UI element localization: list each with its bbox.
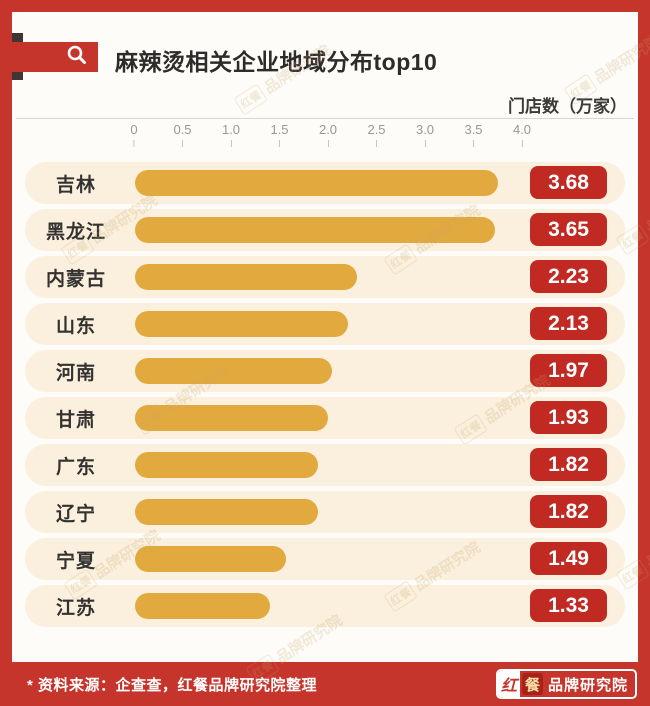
axis-unit-label: 门店数（万家） bbox=[508, 97, 627, 116]
watermark-text: 品牌研究院 bbox=[643, 182, 650, 238]
chart-title: 麻辣烫相关企业地域分布top10 bbox=[115, 49, 438, 75]
axis-line bbox=[16, 118, 634, 119]
x-axis-tick-mark bbox=[278, 140, 280, 147]
value-bar bbox=[135, 217, 495, 243]
x-axis-tick-mark bbox=[181, 140, 183, 147]
bar-row: 甘肃 1.93 bbox=[25, 397, 625, 439]
x-axis-tick-label: 3.0 bbox=[415, 122, 435, 137]
region-label: 吉林 bbox=[55, 174, 96, 196]
x-axis-tick-mark bbox=[133, 140, 135, 147]
value-badge: 1.97 bbox=[530, 354, 607, 387]
region-label: 黑龙江 bbox=[45, 221, 106, 243]
bar-row: 宁夏 1.49 bbox=[25, 538, 625, 580]
value-badge: 3.65 bbox=[530, 213, 607, 246]
magnifier-icon bbox=[65, 43, 89, 72]
region-label: 江苏 bbox=[55, 597, 96, 619]
bar-row: 山东 2.13 bbox=[25, 303, 625, 345]
chart-card: 麻辣烫相关企业地域分布top10 门店数（万家） 0 0.5 1.0 1.5 2.0 2.… bbox=[12, 12, 650, 686]
x-axis-tick-mark bbox=[230, 140, 232, 147]
watermark-text: 品牌研究院 bbox=[643, 517, 650, 573]
bar-row: 内蒙古 2.23 bbox=[25, 256, 625, 298]
x-axis-tick-label: 0 bbox=[130, 122, 138, 137]
x-axis: 0 0.5 1.0 1.5 2.0 2.5 3.0 3.5 4.0 bbox=[12, 122, 638, 162]
x-axis-tick-mark bbox=[521, 140, 523, 147]
logo-hong-char: 红 bbox=[497, 671, 520, 697]
region-label: 辽宁 bbox=[55, 503, 96, 525]
x-axis-tick-label: 2.0 bbox=[318, 122, 338, 137]
value-bar bbox=[135, 499, 318, 525]
logo-can-char: 餐 bbox=[521, 673, 543, 695]
region-label: 广东 bbox=[55, 456, 96, 478]
x-axis-tick-label: 3.5 bbox=[464, 122, 483, 137]
x-axis-tick: 2.5 bbox=[367, 122, 386, 147]
x-axis-tick-mark bbox=[375, 140, 377, 147]
watermark-logo-mark: 红餐 bbox=[233, 83, 268, 116]
value-badge: 1.82 bbox=[530, 448, 607, 481]
value-badge: 1.49 bbox=[530, 542, 607, 575]
bar-row: 吉林 3.68 bbox=[25, 162, 625, 204]
bar-row: 辽宁 1.82 bbox=[25, 491, 625, 533]
region-label: 宁夏 bbox=[55, 550, 96, 572]
logo-text: 品牌研究院 bbox=[547, 676, 628, 694]
value-badge: 1.82 bbox=[530, 495, 607, 528]
x-axis-tick-mark bbox=[472, 140, 474, 147]
x-axis-tick-label: 1.5 bbox=[270, 122, 289, 137]
source-note: * 资料来源：企查查，红餐品牌研究院整理 bbox=[27, 676, 318, 694]
bar-row: 河南 1.97 bbox=[25, 350, 625, 392]
x-axis-tick: 2.0 bbox=[319, 122, 337, 147]
region-label: 河南 bbox=[55, 362, 96, 384]
x-axis-tick: 1.5 bbox=[270, 122, 289, 147]
value-bar bbox=[135, 264, 357, 290]
bar-row: 广东 1.82 bbox=[25, 444, 625, 486]
value-bar bbox=[135, 593, 270, 619]
x-axis-tick-mark bbox=[327, 140, 329, 147]
x-axis-tick-label: 2.5 bbox=[367, 122, 386, 137]
value-bar bbox=[135, 452, 318, 478]
x-axis-tick: 0 bbox=[130, 122, 138, 147]
value-bar bbox=[135, 405, 328, 431]
region-label: 山东 bbox=[55, 315, 96, 337]
value-bar bbox=[135, 358, 332, 384]
x-axis-tick-label: 1.0 bbox=[221, 122, 241, 137]
value-badge: 1.93 bbox=[530, 401, 607, 434]
brand-logo: 红 餐 品牌研究院 bbox=[495, 669, 637, 699]
region-label: 甘肃 bbox=[55, 409, 96, 431]
value-badge: 3.68 bbox=[530, 166, 607, 199]
x-axis-tick-label: 4.0 bbox=[512, 122, 532, 137]
value-badge: 2.23 bbox=[530, 260, 607, 293]
value-bar bbox=[135, 311, 348, 337]
x-axis-tick: 4.0 bbox=[513, 122, 531, 147]
bar-row: 黑龙江 3.65 bbox=[25, 209, 625, 251]
value-bar bbox=[135, 546, 286, 572]
region-label: 内蒙古 bbox=[45, 268, 106, 290]
x-axis-tick: 3.0 bbox=[416, 122, 434, 147]
bar-rows: 吉林 3.68 黑龙江 3.65 内蒙古 2.23 山东 2.13 河南 1.97 甘肃 1.93 广东… bbox=[25, 162, 625, 632]
value-bar bbox=[135, 170, 498, 196]
x-axis-tick: 0.5 bbox=[173, 122, 192, 147]
watermark-text: 品牌研究院 bbox=[591, 32, 650, 88]
x-axis-tick: 3.5 bbox=[464, 122, 483, 147]
value-badge: 2.13 bbox=[530, 307, 607, 340]
x-axis-tick-label: 0.5 bbox=[173, 122, 192, 137]
x-axis-tick: 1.0 bbox=[222, 122, 240, 147]
footer-bar: * 资料来源：企查查，红餐品牌研究院整理 红 餐 品牌研究院 bbox=[0, 662, 650, 706]
x-axis-tick-mark bbox=[424, 140, 426, 147]
bar-row: 江苏 1.33 bbox=[25, 585, 625, 627]
title-badge bbox=[12, 42, 98, 72]
value-badge: 1.33 bbox=[530, 589, 607, 622]
